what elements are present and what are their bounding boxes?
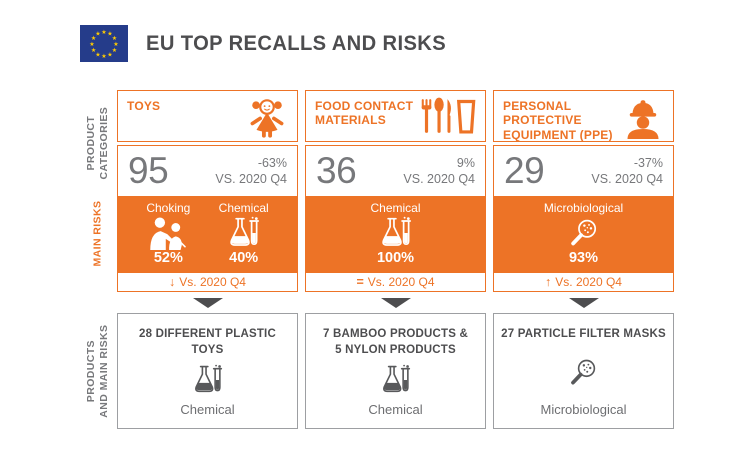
cutlery-icon [421,97,476,134]
svg-text:★: ★ [91,35,96,42]
products-risk-label: Chemical [368,402,423,417]
trend-down-arrow-icon: ↓ [169,275,176,289]
page-title: EU TOP RECALLS AND RISKS [146,31,447,55]
category-column-ppe: PERSONAL PROTECTIVE EQUIPMENT (PPE) 29 -… [493,90,674,429]
change-period: VS. 2020 Q4 [591,172,663,186]
change-vs-previous: -63% VS. 2020 Q4 [215,155,287,188]
stats-row: 95 -63% VS. 2020 Q4 [118,146,297,196]
triangle-down-icon [192,297,223,308]
trend-strip-ppe: ↑ Vs. 2020 Q4 [494,272,673,291]
trend-label: Vs. 2020 Q4 [179,275,246,289]
svg-text:★: ★ [91,47,96,54]
category-columns: TOYS 95 -63% VS. 2020 Q4 [117,90,674,429]
change-percent: -63% [257,155,287,170]
trend-up-arrow-icon: ↑ [545,275,552,289]
connector [117,292,298,313]
svg-text:★: ★ [112,35,117,42]
risk-percent: 52% [153,250,183,266]
category-stats-ppe: 29 -37% VS. 2020 Q4 Microbiological [493,145,674,292]
category-stats-toys: 95 -63% VS. 2020 Q4 Choking [117,145,298,292]
chemical-flask-icon [230,216,260,246]
microbiological-icon [570,219,596,245]
products-risk-label: Chemical [180,402,235,417]
recall-count: 29 [504,150,545,191]
trend-strip-toys: ↓ Vs. 2020 Q4 [118,272,297,291]
category-header-ppe: PERSONAL PROTECTIVE EQUIPMENT (PPE) [493,90,674,142]
microbiological-icon [571,359,596,385]
chemical-flask-icon [195,364,223,393]
chemical-flask-icon [382,216,412,246]
trend-label: Vs. 2020 Q4 [367,275,435,289]
products-risk-label: Microbiological [540,401,627,417]
svg-text:★: ★ [113,41,118,48]
category-title: PERSONAL PROTECTIVE EQUIPMENT (PPE) [503,99,613,142]
sidebar-label-products-and-main-risks: PRODUCTS AND MAIN RISKS [84,324,110,418]
category-stats-food-contact: 36 9% VS. 2020 Q4 Chemical [305,145,486,292]
products-box-toys: 28 DIFFERENT PLASTIC TOYS Chemical [117,313,298,429]
stats-row: 36 9% VS. 2020 Q4 [306,146,485,196]
risk-percent: 93% [568,250,599,266]
triangle-down-icon [568,297,599,308]
category-title: FOOD CONTACT MATERIALS [315,99,414,128]
risk-percent: 100% [376,250,415,266]
products-title: 7 BAMBOO PRODUCTS & 5 NYLON PRODUCTS [322,328,468,356]
svg-text:★: ★ [101,53,106,60]
stats-row: 29 -37% VS. 2020 Q4 [494,146,673,196]
choking-icon [150,216,187,250]
change-vs-previous: -37% VS. 2020 Q4 [591,155,663,188]
svg-text:★: ★ [95,51,100,58]
products-title: 27 PARTICLE FILTER MASKS [501,328,666,340]
risk-name: Microbiological [543,201,624,215]
eu-flag-icon: ★ ★ ★ ★ ★ ★ ★ ★ ★ ★ ★ ★ [80,25,128,62]
category-title: TOYS [127,99,161,113]
products-title: 28 DIFFERENT PLASTIC TOYS [139,328,276,356]
svg-text:★: ★ [107,51,112,58]
recall-count: 95 [128,150,169,191]
chemical-flask-icon [383,364,411,393]
svg-text:★: ★ [107,31,112,38]
connector [493,292,674,313]
trend-strip-food-contact: = Vs. 2020 Q4 [306,272,485,291]
doll-icon [250,99,284,138]
category-column-food-contact: FOOD CONTACT MATERIALS 36 9% [305,90,486,429]
risk-name: Chemical [370,201,421,215]
triangle-down-icon [380,297,411,308]
risk-name: Choking [146,201,191,215]
trend-label: Vs. 2020 Q4 [555,275,622,289]
risk-chemical: Chemical 40% [219,201,269,266]
risk-percent: 40% [229,250,259,266]
risk-choking: Choking 52% [146,201,190,266]
connector [305,292,486,313]
svg-text:★: ★ [101,29,106,36]
products-box-food-contact: 7 BAMBOO PRODUCTS & 5 NYLON PRODUCTS Che… [305,313,486,429]
worker-icon [627,100,659,139]
svg-text:★: ★ [89,41,94,48]
category-header-toys: TOYS [117,90,298,142]
main-risks-block: Choking 52% Chemical [118,196,297,272]
svg-text:★: ★ [95,31,100,38]
change-percent: -37% [633,155,663,170]
category-header-food-contact: FOOD CONTACT MATERIALS [305,90,486,142]
recall-count: 36 [316,150,357,191]
risk-chemical: Chemical 100% [370,201,420,266]
risk-name: Chemical [218,201,269,215]
products-box-ppe: 27 PARTICLE FILTER MASKS Microbiological [493,313,674,429]
svg-text:★: ★ [112,47,117,54]
risk-microbiological: Microbiological 93% [544,201,623,266]
header: ★ ★ ★ ★ ★ ★ ★ ★ ★ ★ ★ ★ EU TOP RECALLS A… [80,25,459,62]
change-period: VS. 2020 Q4 [215,172,287,186]
main-risks-block: Microbiological 93% [494,196,673,272]
trend-equal-icon: = [356,275,364,289]
change-period: VS. 2020 Q4 [403,172,475,186]
main-risks-block: Chemical 100% [306,196,485,272]
sidebar-label-main-risks: MAIN RISKS [91,200,104,267]
change-percent: 9% [456,155,475,170]
change-vs-previous: 9% VS. 2020 Q4 [403,155,475,188]
category-column-toys: TOYS 95 -63% VS. 2020 Q4 [117,90,298,429]
